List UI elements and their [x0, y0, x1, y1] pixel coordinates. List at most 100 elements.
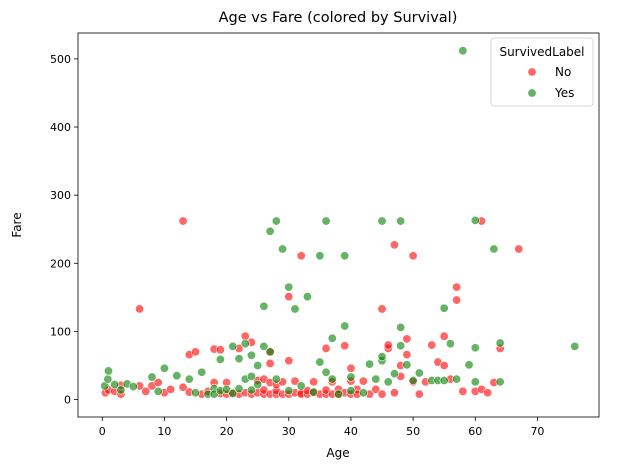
legend-box: [490, 37, 594, 107]
data-point-yes: [259, 341, 269, 351]
data-point-yes: [246, 385, 256, 395]
data-point-yes: [340, 321, 350, 331]
data-point-no: [296, 251, 306, 261]
data-point-yes: [327, 333, 337, 343]
data-point-yes: [358, 388, 368, 398]
data-point-no: [371, 384, 381, 394]
data-point-no: [191, 347, 201, 357]
data-point-no: [178, 216, 188, 226]
x-tick-label: 20: [220, 425, 234, 438]
data-point-yes: [315, 251, 325, 261]
x-tick-label: 60: [468, 425, 482, 438]
data-point-no: [383, 340, 393, 350]
x-tick-label: 30: [282, 425, 296, 438]
x-tick-label: 10: [157, 425, 171, 438]
data-point-yes: [346, 386, 356, 396]
data-point-yes: [464, 360, 474, 370]
data-point-yes: [222, 384, 232, 394]
data-point-yes: [103, 366, 113, 376]
data-point-no: [389, 388, 399, 398]
data-point-yes: [110, 380, 120, 390]
data-point-yes: [284, 282, 294, 292]
data-point-yes: [458, 46, 468, 56]
data-point-yes: [184, 374, 194, 384]
data-point-yes: [489, 244, 499, 254]
data-point-yes: [197, 367, 207, 377]
data-point-yes: [259, 301, 269, 311]
data-point-no: [458, 386, 468, 396]
data-point-yes: [445, 339, 455, 349]
data-point-no: [166, 384, 176, 394]
data-point-no: [377, 389, 387, 399]
data-point-no: [452, 282, 462, 292]
data-point-no: [284, 292, 294, 302]
data-point-no: [240, 331, 250, 341]
y-axis-label: Fare: [10, 212, 24, 237]
y-tick-label: 500: [50, 53, 71, 66]
x-tick-label: 40: [344, 425, 358, 438]
data-point-yes: [240, 339, 250, 349]
data-point-yes: [103, 374, 113, 384]
x-tick-label: 0: [99, 425, 106, 438]
data-point-yes: [333, 389, 343, 399]
data-point-yes: [414, 368, 424, 378]
data-point-no: [439, 331, 449, 341]
data-point-yes: [284, 386, 294, 396]
data-point-yes: [290, 304, 300, 314]
data-point-no: [483, 388, 493, 398]
data-point-no: [215, 345, 225, 355]
data-point-yes: [172, 371, 182, 381]
data-point-no: [452, 295, 462, 305]
data-point-no: [427, 340, 437, 350]
data-point-no: [265, 358, 275, 368]
data-point-yes: [570, 341, 580, 351]
legend-title: SurvivedLabel: [499, 45, 584, 59]
data-point-yes: [296, 381, 306, 391]
data-point-yes: [309, 387, 319, 397]
data-point-yes: [302, 292, 312, 302]
data-point-no: [408, 251, 418, 261]
data-point-no: [402, 334, 412, 344]
data-point-yes: [495, 377, 505, 387]
data-point-yes: [215, 354, 225, 364]
data-point-yes: [470, 215, 480, 225]
data-point-yes: [346, 372, 356, 382]
data-point-no: [141, 386, 151, 396]
data-point-yes: [327, 374, 337, 384]
data-point-yes: [365, 359, 375, 369]
legend: SurvivedLabel No Yes: [490, 37, 594, 107]
data-point-no: [439, 360, 449, 370]
y-tick-label: 400: [50, 121, 71, 134]
data-point-yes: [315, 357, 325, 367]
data-point-yes: [470, 343, 480, 353]
y-tick-label: 300: [50, 189, 71, 202]
data-point-yes: [402, 360, 412, 370]
data-point-no: [153, 378, 163, 388]
data-point-yes: [147, 372, 157, 382]
data-point-no: [346, 363, 356, 373]
legend-label-yes: Yes: [554, 86, 574, 100]
data-point-no: [414, 389, 424, 399]
data-point-yes: [246, 371, 256, 381]
plot-frame: [77, 32, 600, 418]
points-layer: [100, 46, 580, 399]
chart-title: Age vs Fare (colored by Survival): [219, 10, 458, 26]
x-axis-label: Age: [326, 446, 349, 460]
data-point-no: [358, 376, 368, 386]
x-tick-label: 70: [530, 425, 544, 438]
data-point-no: [321, 385, 331, 395]
data-point-no: [259, 385, 269, 395]
data-point-yes: [278, 244, 288, 254]
data-point-yes: [253, 360, 263, 370]
data-point-yes: [439, 303, 449, 313]
y-tick-label: 0: [64, 394, 71, 407]
data-point-no: [178, 382, 188, 392]
data-point-yes: [159, 363, 169, 373]
data-point-yes: [377, 352, 387, 362]
x-axis: 0 10 20 30 40 50 60 70: [99, 417, 544, 438]
data-point-yes: [253, 380, 263, 390]
data-point-no: [321, 343, 331, 353]
data-point-yes: [321, 216, 331, 226]
